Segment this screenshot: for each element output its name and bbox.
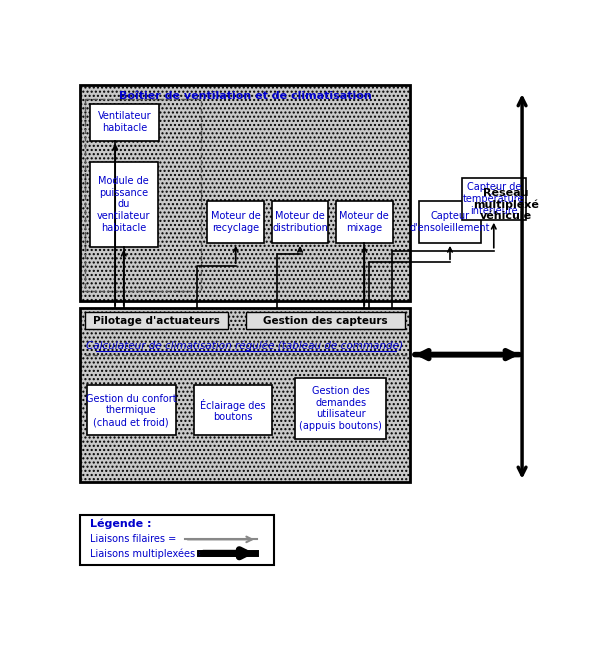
- Text: Calculateur de climatisation régulée (tableau de commande): Calculateur de climatisation régulée (ta…: [86, 340, 403, 351]
- Bar: [80, 515, 274, 565]
- Bar: [208, 201, 264, 243]
- Text: Moteur de
mixage: Moteur de mixage: [339, 211, 389, 233]
- Text: Liaisons multiplexées =: Liaisons multiplexées =: [90, 548, 206, 559]
- Text: Gestion des
demandes
utilisateur
(appuis boutons): Gestion des demandes utilisateur (appuis…: [299, 386, 382, 431]
- Bar: [80, 308, 410, 482]
- Text: Pilotage d'actuateurs: Pilotage d'actuateurs: [93, 315, 220, 326]
- Bar: [336, 201, 393, 243]
- Bar: [85, 99, 201, 292]
- Bar: [272, 201, 329, 243]
- Text: Moteur de
recyclage: Moteur de recyclage: [211, 211, 260, 233]
- Bar: [85, 312, 228, 329]
- Text: Légende :: Légende :: [90, 519, 151, 530]
- Text: Gestion des capteurs: Gestion des capteurs: [263, 315, 388, 326]
- Bar: [87, 386, 176, 435]
- Text: Réseau
multiplexé
véhicule: Réseau multiplexé véhicule: [473, 188, 538, 221]
- Text: Boîtier de ventilation et de climatisation: Boîtier de ventilation et de climatisati…: [119, 91, 371, 101]
- Bar: [246, 312, 405, 329]
- Bar: [90, 162, 158, 247]
- Bar: [461, 177, 526, 220]
- Text: Capteur
d'ensoleillement: Capteur d'ensoleillement: [410, 211, 490, 233]
- Text: Liaisons filaires =: Liaisons filaires =: [90, 535, 176, 544]
- Text: Module de
puissance
du
ventilateur
habitacle: Module de puissance du ventilateur habit…: [97, 176, 151, 233]
- Bar: [419, 201, 481, 243]
- Bar: [80, 85, 410, 301]
- Text: Ventilateur
habitacle: Ventilateur habitacle: [98, 111, 151, 133]
- Text: Capteur de
température
intérieure: Capteur de température intérieure: [463, 182, 525, 215]
- Text: Éclairage des
boutons: Éclairage des boutons: [200, 399, 266, 422]
- Bar: [195, 386, 272, 435]
- Bar: [295, 378, 387, 439]
- Text: Gestion du confort
thermique
(chaud et froid): Gestion du confort thermique (chaud et f…: [86, 394, 176, 427]
- Text: Moteur de
distribution: Moteur de distribution: [272, 211, 328, 233]
- Bar: [90, 104, 160, 141]
